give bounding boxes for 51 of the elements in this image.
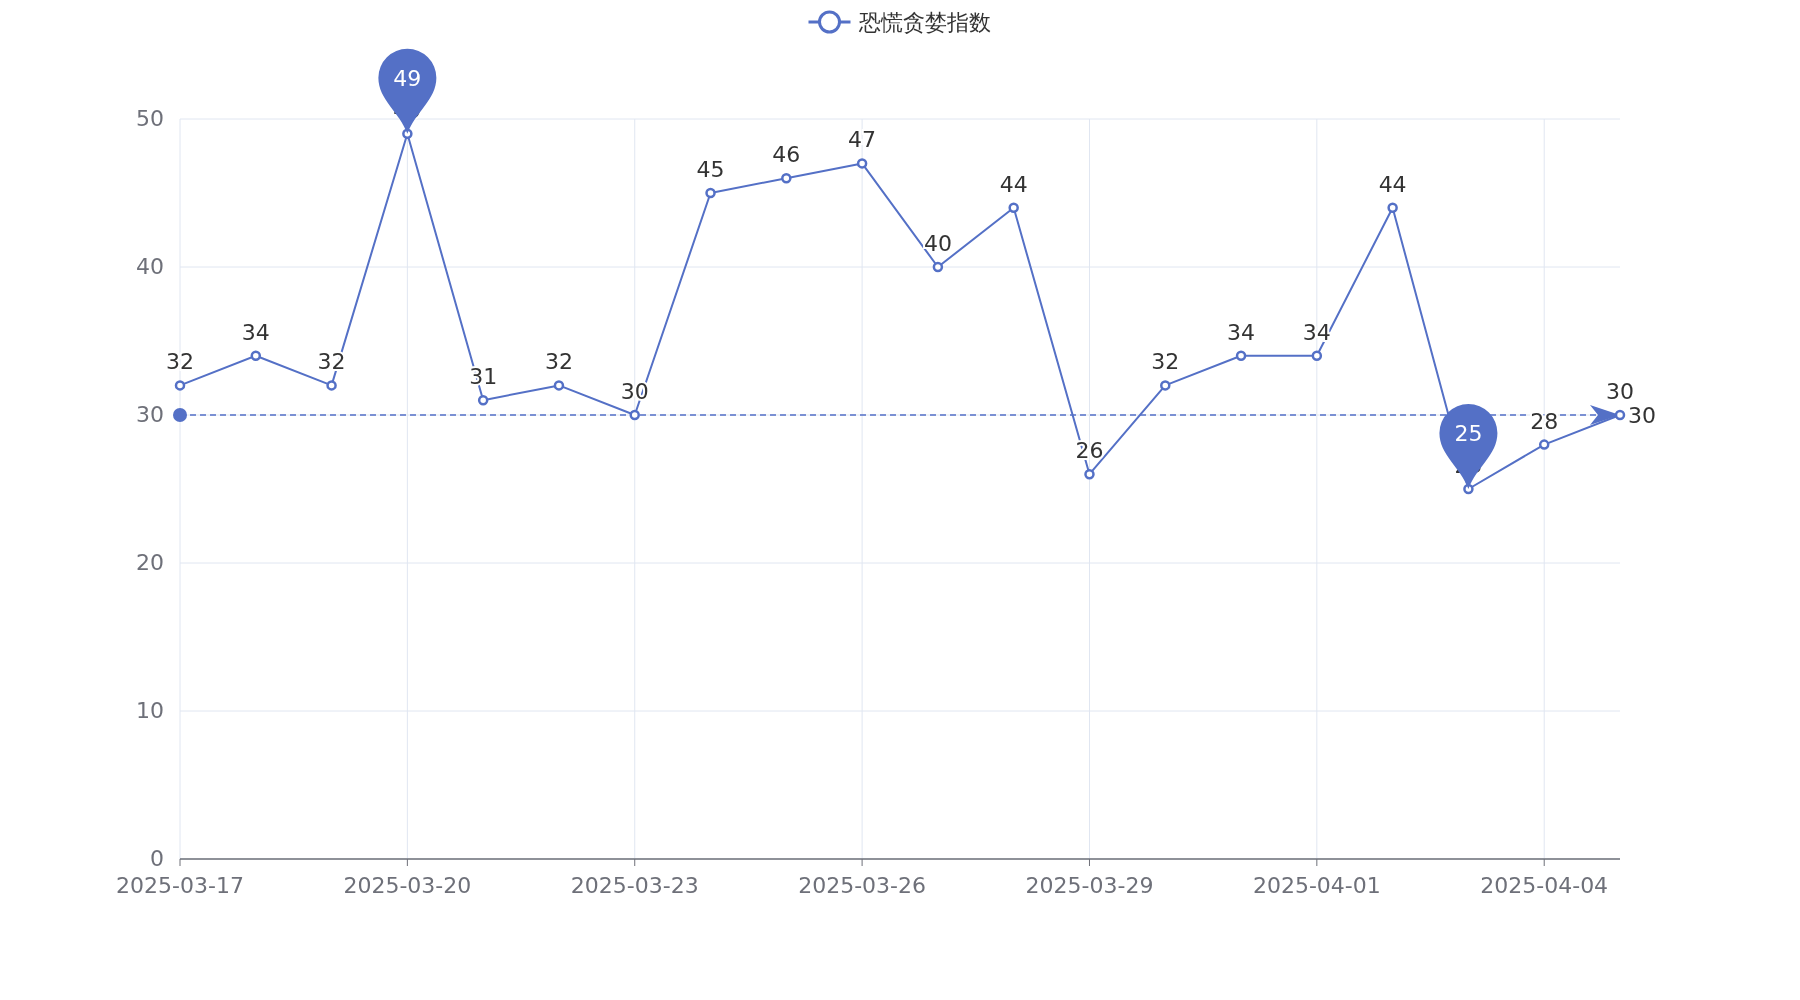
y-tick-label: 30 <box>136 402 164 427</box>
point <box>705 187 716 199</box>
x-tick-label: 2025-03-23 <box>570 873 699 898</box>
point <box>781 172 792 184</box>
data-label: 44 <box>1378 171 1407 197</box>
data-label: 34 <box>1227 319 1256 345</box>
data-label: 32 <box>1151 349 1180 375</box>
point <box>174 380 186 391</box>
x-tick-label: 2025-03-17 <box>116 873 244 898</box>
data-label: 34 <box>1302 319 1331 345</box>
annotation: 49 <box>393 65 422 91</box>
x-tick-label: 2025-03-20 <box>343 873 472 898</box>
point <box>1160 380 1171 391</box>
data-label: 45 <box>696 157 725 182</box>
point <box>856 158 868 169</box>
data-label: 32 <box>166 349 194 375</box>
data-label: 30 <box>1628 403 1656 428</box>
data-label: 46 <box>772 142 801 168</box>
legend: 恐慌贪婪指数 <box>808 10 991 35</box>
x-tick-label: 2025-03-26 <box>798 873 927 898</box>
point <box>932 261 944 273</box>
y-tick-label: 40 <box>136 254 164 279</box>
data-label: 40 <box>923 231 952 256</box>
point <box>1387 202 1398 214</box>
ref-line-label: 30 <box>1606 379 1634 404</box>
point <box>553 380 565 391</box>
annotation: 25 <box>1454 421 1483 446</box>
point <box>1538 439 1550 450</box>
data-label: 44 <box>999 171 1028 197</box>
x-tick-label: 2025-04-01 <box>1252 873 1381 898</box>
point <box>250 350 262 362</box>
data-label: 34 <box>241 319 270 345</box>
point <box>1614 409 1626 421</box>
legend-label: 恐慌贪婪指数 <box>857 10 991 35</box>
pin: 49 <box>378 48 437 134</box>
y-tick-label: 20 <box>136 550 164 575</box>
x-tick-label: 2025-03-29 <box>1025 873 1154 898</box>
point <box>326 380 337 391</box>
point <box>1084 468 1095 480</box>
point <box>1008 202 1019 214</box>
y-tick-label: 0 <box>150 846 164 871</box>
point <box>629 409 640 421</box>
data-label: 28 <box>1530 408 1559 434</box>
point <box>477 394 489 406</box>
y-tick-label: 10 <box>136 698 164 723</box>
x-tick-label: 2025-04-04 <box>1480 873 1609 898</box>
data-label: 32 <box>544 349 573 375</box>
point <box>1235 350 1247 362</box>
y-tick-label: 50 <box>136 106 164 131</box>
data-label: 47 <box>848 127 877 153</box>
point <box>1311 350 1323 362</box>
